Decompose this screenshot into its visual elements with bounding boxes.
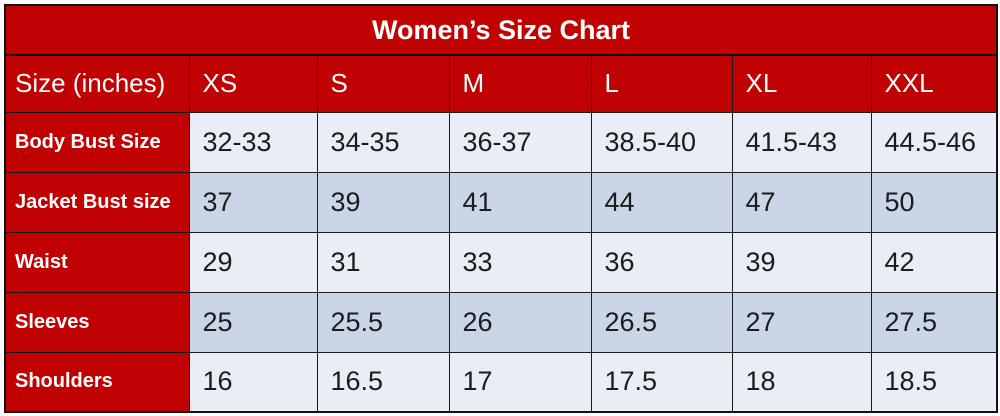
table-cell: 42 <box>870 231 998 293</box>
table-row-body-bust-size: Body Bust Size 32-33 34-35 36-37 38.5-40… <box>4 111 998 173</box>
table-cell: 36-37 <box>448 111 592 173</box>
column-header-m: M <box>448 54 592 113</box>
table-cell: 18.5 <box>870 351 998 413</box>
table-cell: 44 <box>590 171 733 233</box>
table-row-shoulders: Shoulders 16 16.5 17 17.5 18 18.5 <box>4 351 998 413</box>
table-cell: 18 <box>731 351 872 413</box>
table-cell: 36 <box>590 231 733 293</box>
table-cell: 27 <box>731 291 872 353</box>
row-label: Body Bust Size <box>4 111 190 173</box>
table-cell: 38.5-40 <box>590 111 733 173</box>
row-label: Waist <box>4 231 190 293</box>
chart-title: Women’s Size Chart <box>4 4 998 56</box>
table-row-jacket-bust-size: Jacket Bust size 37 39 41 44 47 50 <box>4 171 998 233</box>
row-label: Sleeves <box>4 291 190 353</box>
column-header-size-inches: Size (inches) <box>4 54 190 113</box>
table-cell: 27.5 <box>870 291 998 353</box>
column-header-xxl: XXL <box>870 54 998 113</box>
table-cell: 29 <box>188 231 318 293</box>
table-row-sleeves: Sleeves 25 25.5 26 26.5 27 27.5 <box>4 291 998 353</box>
column-header-s: S <box>316 54 450 113</box>
table-cell: 17.5 <box>590 351 733 413</box>
table-row-waist: Waist 29 31 33 36 39 42 <box>4 231 998 293</box>
title-row: Women’s Size Chart <box>4 4 998 56</box>
column-header-xl: XL <box>731 54 872 113</box>
table-cell: 26.5 <box>590 291 733 353</box>
table-cell: 17 <box>448 351 592 413</box>
table-cell: 25.5 <box>316 291 450 353</box>
table-cell: 37 <box>188 171 318 233</box>
table-cell: 31 <box>316 231 450 293</box>
table-cell: 41 <box>448 171 592 233</box>
header-row: Size (inches) XS S M L XL XXL <box>4 54 998 113</box>
row-label: Shoulders <box>4 351 190 413</box>
table-cell: 16.5 <box>316 351 450 413</box>
table-cell: 39 <box>731 231 872 293</box>
table-cell: 50 <box>870 171 998 233</box>
table-cell: 26 <box>448 291 592 353</box>
table-cell: 16 <box>188 351 318 413</box>
table-cell: 34-35 <box>316 111 450 173</box>
column-header-l: L <box>590 54 733 113</box>
row-label: Jacket Bust size <box>4 171 190 233</box>
table-cell: 41.5-43 <box>731 111 872 173</box>
table-cell: 47 <box>731 171 872 233</box>
column-header-xs: XS <box>188 54 318 113</box>
table-cell: 33 <box>448 231 592 293</box>
table-cell: 39 <box>316 171 450 233</box>
table-cell: 25 <box>188 291 318 353</box>
table-cell: 44.5-46 <box>870 111 998 173</box>
size-chart-table: Women’s Size Chart Size (inches) XS S M … <box>4 4 998 413</box>
table-cell: 32-33 <box>188 111 318 173</box>
